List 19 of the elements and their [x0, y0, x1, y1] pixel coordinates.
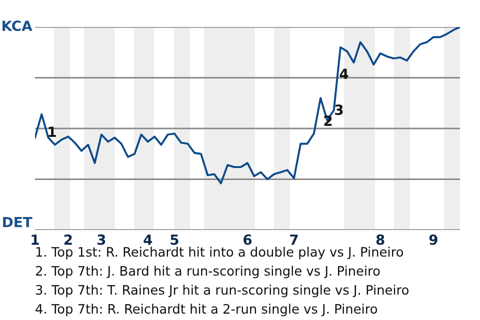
x-tick-label: 1	[32, 234, 39, 245]
text: 3. Top 7th: T. Raines Jr hit a run-scoring single vs J. Pineiro	[36, 284, 409, 298]
x-tick-label: 3	[98, 234, 106, 245]
x-tick-label: 8	[376, 234, 384, 245]
x-tick-label: 7	[290, 234, 298, 245]
x-tick-label: 2	[64, 234, 72, 245]
x-tick-label: 5	[170, 234, 178, 245]
annotation: 1	[48, 126, 56, 137]
annotation: 4	[340, 68, 348, 79]
annotation: 3	[335, 104, 343, 116]
x-tick-label: 4	[144, 234, 152, 245]
annotation: 2	[324, 116, 332, 126]
x-tick-label: 9	[429, 234, 438, 245]
ref-line-label: KCA	[2, 20, 32, 32]
text: 1. Top 1st: R. Reichardt hit into a double play vs J. Pineiro	[36, 246, 404, 260]
text: 4. Top 7th: R. Reichardt hit a 2-run single vs J. Pineiro	[36, 304, 378, 316]
ref-line-label: DET	[3, 216, 32, 228]
text: 2. Top 7th: J. Bard hit a run-scoring single vs J. Pineiro	[36, 266, 380, 278]
x-tick-label: 6	[244, 234, 252, 245]
